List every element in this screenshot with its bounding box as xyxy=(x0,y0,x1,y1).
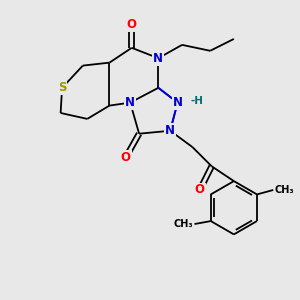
Text: O: O xyxy=(127,18,137,31)
Text: N: N xyxy=(153,52,163,65)
Text: -H: -H xyxy=(190,96,203,106)
Text: O: O xyxy=(121,151,131,164)
Text: N: N xyxy=(125,96,135,109)
Text: CH₃: CH₃ xyxy=(275,185,294,195)
Text: O: O xyxy=(195,184,205,196)
Text: N: N xyxy=(172,96,183,109)
Text: N: N xyxy=(172,96,183,109)
Text: S: S xyxy=(58,81,66,94)
Text: N: N xyxy=(165,124,175,137)
Text: CH₃: CH₃ xyxy=(173,219,193,229)
